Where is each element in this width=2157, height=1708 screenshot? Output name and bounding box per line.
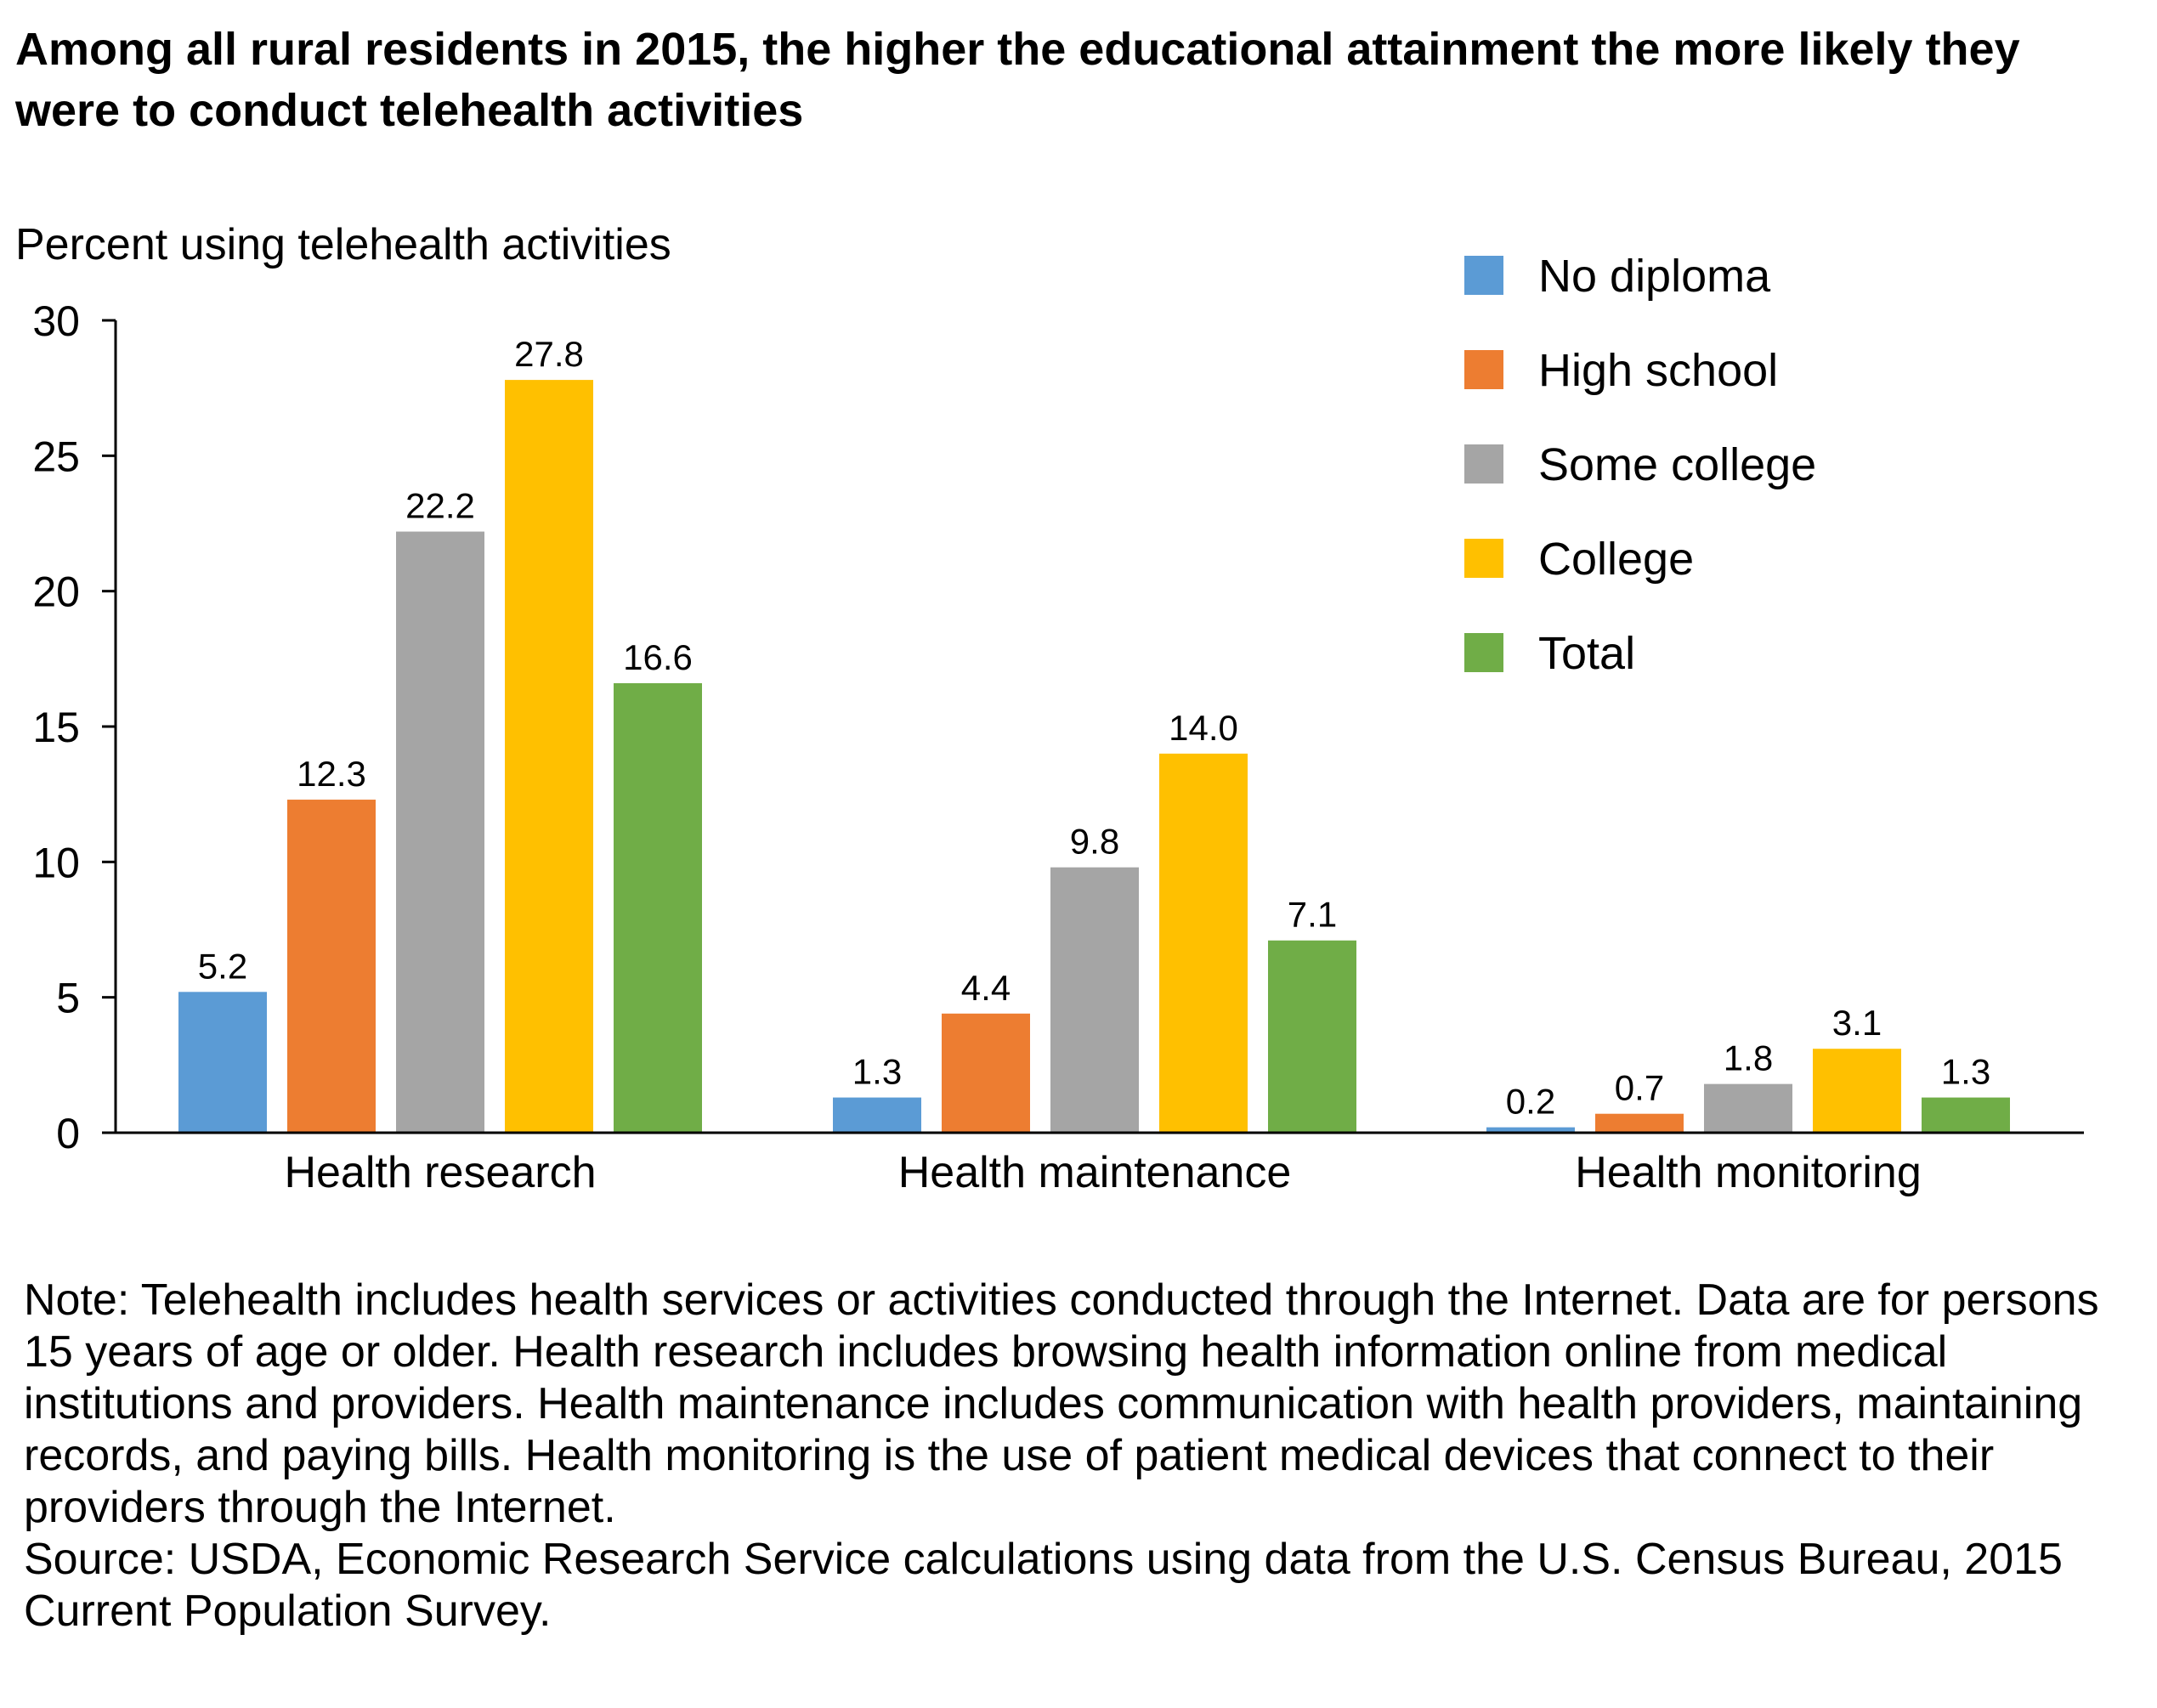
data-label: 1.8 (1724, 1038, 1773, 1078)
bar (1595, 1113, 1684, 1133)
x-tick-label: Health maintenance (898, 1148, 1292, 1197)
legend-swatch (1464, 256, 1503, 295)
y-tick-label: 15 (32, 704, 80, 751)
bar (1486, 1127, 1575, 1133)
data-label: 12.3 (297, 754, 366, 794)
bar (942, 1013, 1030, 1133)
legend-label: High school (1538, 345, 1778, 396)
data-label: 9.8 (1070, 822, 1119, 862)
data-label: 22.2 (405, 486, 475, 526)
x-tick-label: Health monitoring (1575, 1148, 1922, 1197)
chart-title: Among all rural residents in 2015, the h… (15, 24, 2020, 136)
data-label: 16.6 (623, 637, 693, 677)
legend-swatch (1464, 350, 1503, 389)
bar (614, 683, 702, 1133)
legend-label: College (1538, 534, 1694, 585)
data-label: 5.2 (198, 946, 247, 986)
bar (1268, 940, 1356, 1133)
bar (396, 531, 484, 1133)
bar (1813, 1049, 1901, 1133)
bar (1159, 753, 1248, 1133)
y-tick-label: 0 (56, 1110, 80, 1157)
y-tick-label: 25 (32, 433, 80, 480)
legend-swatch (1464, 633, 1503, 672)
data-label: 3.1 (1832, 1003, 1882, 1043)
data-label: 1.3 (852, 1052, 902, 1092)
bar (833, 1097, 921, 1133)
y-tick-label: 10 (32, 839, 80, 886)
y-tick-label: 5 (56, 975, 80, 1022)
bar (1922, 1097, 2010, 1133)
data-label: 4.4 (961, 968, 1011, 1008)
data-label: 1.3 (1941, 1052, 1990, 1092)
legend-label: No diploma (1538, 251, 1771, 302)
bar (287, 800, 376, 1133)
bar (505, 380, 593, 1133)
legend-swatch (1464, 539, 1503, 578)
data-label: 0.2 (1506, 1082, 1555, 1122)
source-text: Source: USDA, Economic Research Service … (24, 1535, 2063, 1636)
data-label: 7.1 (1288, 895, 1337, 935)
y-tick-label: 30 (32, 297, 80, 345)
bar (178, 992, 267, 1133)
bar-chart: 0 5 10 15 20 25 30 5.2 12.3 22.2 27.8 16.6 Health re… (32, 251, 2084, 1197)
data-label: 14.0 (1169, 708, 1238, 748)
data-label: 0.7 (1615, 1068, 1664, 1108)
legend-label: Some college (1538, 439, 1816, 490)
y-axis-label: Percent using telehealth activities (15, 220, 671, 269)
bar (1704, 1083, 1792, 1133)
legend-swatch (1464, 444, 1503, 484)
note-text: Note: Telehealth includes health service… (24, 1275, 2099, 1532)
x-tick-label: Health research (284, 1148, 596, 1197)
data-label: 27.8 (514, 334, 584, 374)
bar (1050, 867, 1139, 1133)
legend-label: Total (1538, 628, 1635, 679)
y-tick-label: 20 (32, 568, 80, 616)
chart-notes: Note: Telehealth includes health service… (24, 1275, 2140, 1637)
